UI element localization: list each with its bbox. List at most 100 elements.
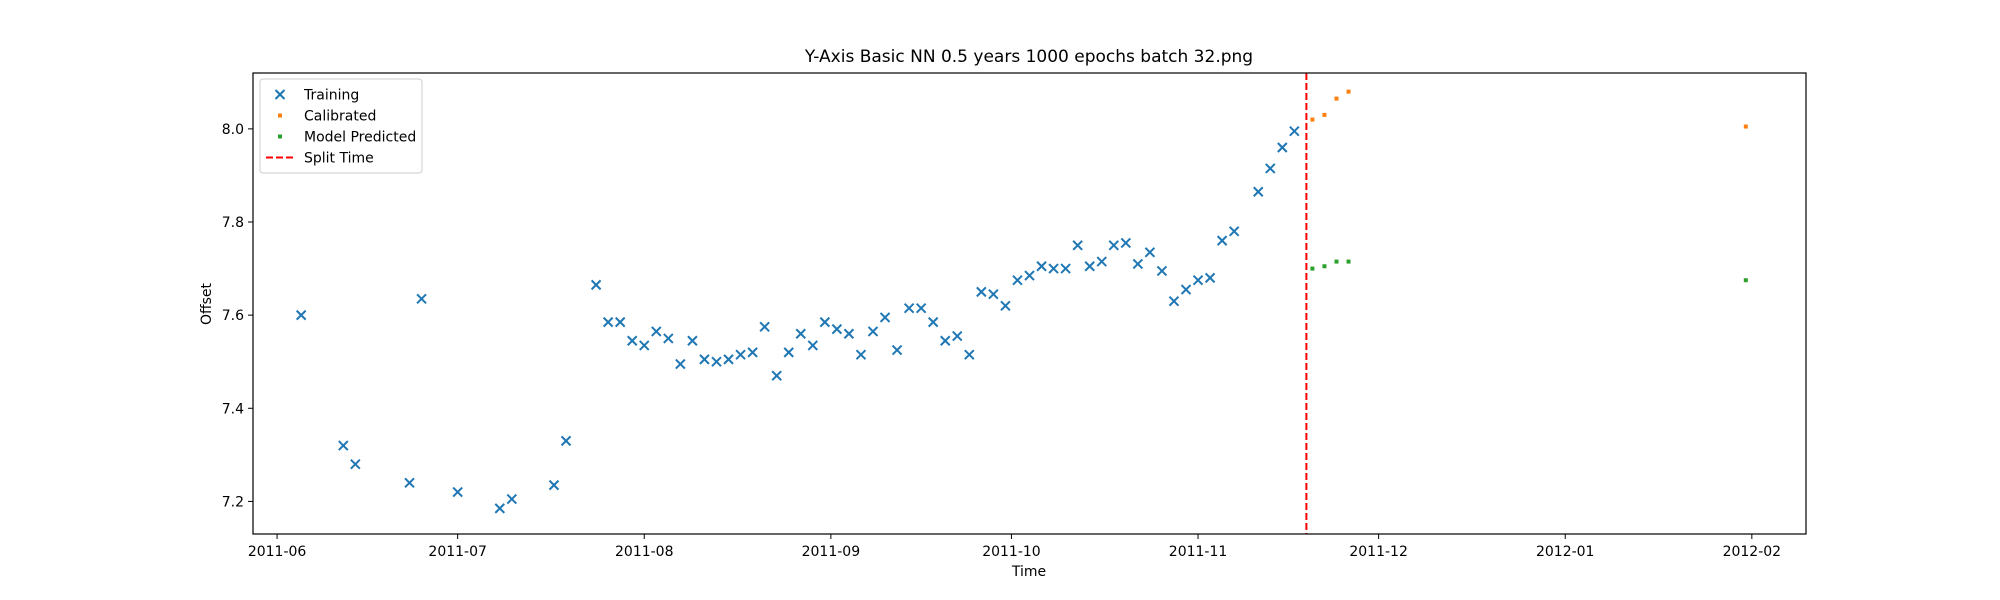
- x-tick-label: 2012-01: [1536, 544, 1595, 560]
- training-point: [602, 316, 614, 328]
- series-calibrated: [1310, 89, 1748, 129]
- training-point: [675, 358, 686, 370]
- training-point: [1120, 237, 1132, 249]
- y-tick-label: 7.8: [222, 215, 244, 231]
- training-point: [795, 328, 806, 339]
- training-point: [295, 309, 307, 321]
- training-point: [1228, 226, 1240, 237]
- training-point: [663, 333, 674, 344]
- training-point: [747, 347, 758, 358]
- training-point: [855, 349, 867, 360]
- training-point: [1132, 258, 1144, 270]
- training-point: [1144, 247, 1156, 258]
- legend-entry: Model Predicted: [278, 130, 416, 146]
- model-predicted-point: [1334, 259, 1339, 264]
- y-tick-label: 7.4: [222, 401, 244, 417]
- training-point: [1192, 275, 1204, 286]
- training-point: [1180, 284, 1192, 295]
- training-point: [927, 316, 939, 328]
- training-point: [879, 312, 891, 323]
- legend-marker: [274, 89, 286, 100]
- training-point: [988, 288, 999, 300]
- training-point: [1048, 263, 1059, 274]
- training-point: [548, 479, 560, 491]
- plot-marks: [295, 73, 1748, 534]
- legend-marker: [278, 113, 282, 118]
- training-point: [627, 335, 638, 346]
- legend-entry: Training: [274, 88, 359, 104]
- calibrated-point: [1346, 89, 1351, 94]
- plot-frame: [252, 72, 1807, 535]
- training-point: [338, 440, 349, 451]
- training-point: [1204, 272, 1216, 284]
- x-tick-label: 2011-11: [1169, 544, 1228, 560]
- training-point: [759, 321, 770, 332]
- training-point: [1036, 261, 1047, 272]
- training-point: [771, 370, 782, 381]
- calibrated-point: [1743, 124, 1748, 129]
- training-point: [350, 458, 361, 470]
- legend-entry: Split Time: [266, 151, 374, 167]
- training-point: [807, 340, 819, 351]
- model-predicted-point: [1310, 266, 1315, 271]
- training-point: [452, 486, 463, 498]
- training-point: [819, 316, 831, 328]
- training-point: [1289, 125, 1300, 137]
- legend-label: Calibrated: [304, 109, 376, 125]
- x-tick-label: 2011-06: [248, 544, 307, 560]
- training-point: [964, 349, 975, 360]
- training-point: [687, 335, 698, 346]
- training-point: [590, 279, 602, 291]
- training-point: [699, 354, 710, 365]
- training-point: [783, 347, 794, 358]
- training-point: [1156, 265, 1168, 277]
- training-point: [614, 316, 626, 328]
- training-point: [1096, 256, 1107, 267]
- training-point: [976, 286, 987, 298]
- x-tick-label: 2011-09: [802, 544, 861, 560]
- training-point: [639, 340, 650, 351]
- training-point: [867, 326, 879, 337]
- training-point: [1168, 295, 1180, 307]
- legend-entry: Calibrated: [278, 109, 376, 125]
- training-point: [404, 477, 415, 488]
- training-point: [560, 435, 572, 447]
- training-point: [1253, 186, 1264, 197]
- y-axis-title: Offset: [199, 282, 215, 325]
- y-tick-label: 8.0: [222, 122, 244, 138]
- model-predicted-point: [1743, 278, 1748, 283]
- training-point: [1265, 163, 1276, 174]
- training-point: [831, 323, 843, 335]
- training-point: [735, 349, 746, 360]
- calibrated-point: [1310, 117, 1315, 122]
- calibrated-point: [1322, 112, 1327, 117]
- legend-box: [259, 78, 423, 174]
- x-tick-label: 2011-07: [428, 544, 487, 560]
- axes-layer: 2011-06 2011-07 2011-08 2011-09 2011-10 2011-…: [222, 72, 1807, 560]
- training-point: [1108, 240, 1119, 251]
- x-tick-label: 2011-10: [982, 544, 1041, 560]
- training-point: [651, 326, 662, 337]
- training-point: [903, 302, 915, 314]
- y-tick-label: 7.2: [222, 494, 244, 510]
- x-tick-label: 2012-02: [1723, 544, 1782, 560]
- training-point: [843, 328, 855, 339]
- series-training: [295, 125, 1300, 514]
- legend-label: Training: [303, 88, 359, 104]
- training-point: [1024, 270, 1035, 281]
- legend-label: Split Time: [304, 151, 374, 167]
- training-point: [940, 335, 951, 346]
- series-model-predicted: [1310, 259, 1748, 283]
- training-point: [1277, 142, 1288, 153]
- model-predicted-point: [1322, 264, 1327, 269]
- training-point: [711, 356, 722, 367]
- training-point: [1060, 263, 1071, 274]
- training-point: [506, 493, 518, 505]
- training-point: [1072, 240, 1083, 251]
- training-point: [723, 354, 734, 365]
- calibrated-point: [1334, 96, 1339, 101]
- model-predicted-point: [1346, 259, 1351, 264]
- training-point: [915, 302, 927, 314]
- training-point: [416, 293, 427, 305]
- training-point: [1216, 235, 1228, 246]
